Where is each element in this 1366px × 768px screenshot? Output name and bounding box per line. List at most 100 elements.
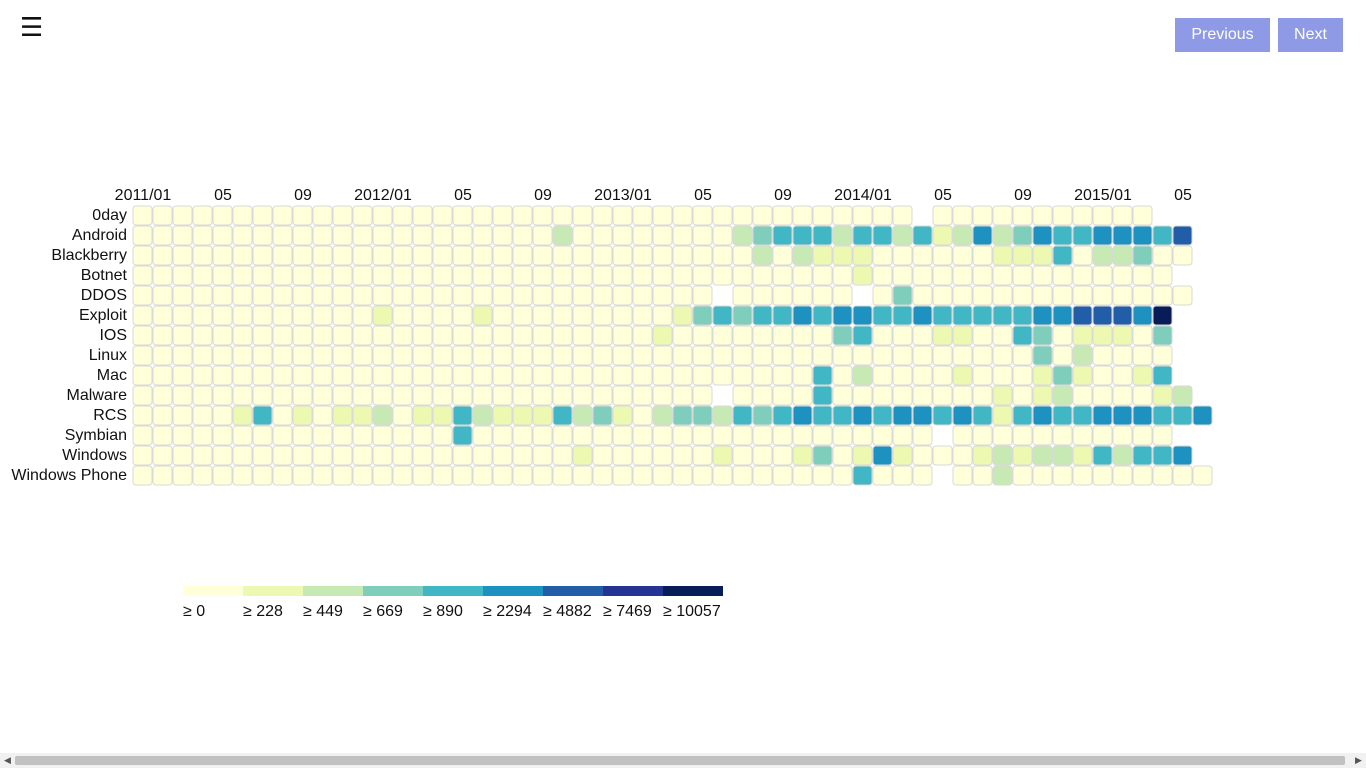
heatmap-cell (332, 205, 353, 226)
heatmap-cell (472, 465, 493, 486)
heatmap-cell (692, 345, 713, 366)
heatmap-cell (692, 445, 713, 466)
heatmap-cell (412, 465, 433, 486)
heatmap-cell (712, 465, 733, 486)
heatmap-cell (972, 345, 993, 366)
heatmap-cell (852, 225, 873, 246)
heatmap-cell (352, 205, 373, 226)
heatmap-cell (652, 405, 673, 426)
heatmap-cell (1072, 425, 1093, 446)
heatmap-cell (472, 385, 493, 406)
heatmap-cell (1032, 405, 1053, 426)
heatmap-cell (572, 445, 593, 466)
heatmap-cell (252, 285, 273, 306)
heatmap-cell (512, 245, 533, 266)
heatmap-cell (872, 445, 893, 466)
heatmap-cell (432, 385, 453, 406)
scroll-right-icon[interactable]: ▶ (1355, 755, 1362, 765)
heatmap-cell (152, 265, 173, 286)
heatmap-cell (952, 225, 973, 246)
heatmap-cell (232, 305, 253, 326)
heatmap-cell (512, 405, 533, 426)
heatmap-cell (352, 225, 373, 246)
heatmap-cell (392, 305, 413, 326)
heatmap-cell (312, 425, 333, 446)
heatmap-cell (1012, 345, 1033, 366)
heatmap-cell (952, 465, 973, 486)
heatmap-cell (932, 325, 953, 346)
heatmap-cell (672, 325, 693, 346)
heatmap-cell (872, 245, 893, 266)
heatmap-cell (1112, 405, 1133, 426)
heatmap-cell (392, 365, 413, 386)
heatmap-cell (632, 445, 653, 466)
next-button[interactable]: Next (1278, 18, 1343, 52)
heatmap-cell (1152, 425, 1173, 446)
legend-label: ≥ 10057 (663, 603, 721, 620)
heatmap-cell (1032, 205, 1053, 226)
heatmap-cell (952, 425, 973, 446)
heatmap-cell (492, 405, 513, 426)
heatmap-cell (552, 405, 573, 426)
heatmap-cell (812, 425, 833, 446)
row-label: 0day (92, 207, 127, 224)
heatmap-cell (432, 285, 453, 306)
heatmap-cell (1112, 425, 1133, 446)
heatmap-cell (1112, 445, 1133, 466)
heatmap-cell (1052, 425, 1073, 446)
heatmap-cell (692, 245, 713, 266)
heatmap-cell (732, 285, 753, 306)
heatmap-cell (232, 385, 253, 406)
heatmap-cell (912, 245, 933, 266)
heatmap-cell (1192, 405, 1213, 426)
row-label: IOS (99, 327, 127, 344)
horizontal-scrollbar[interactable]: ◀ ▶ (0, 753, 1366, 768)
heatmap-cell (712, 305, 733, 326)
previous-button[interactable]: Previous (1175, 18, 1270, 52)
heatmap-cell (1012, 405, 1033, 426)
legend-label: ≥ 4882 (543, 603, 592, 620)
heatmap-cell (572, 265, 593, 286)
heatmap-cell (472, 265, 493, 286)
heatmap-cell (532, 285, 553, 306)
heatmap-cell (352, 405, 373, 426)
heatmap-cell (172, 245, 193, 266)
heatmap-cell (452, 405, 473, 426)
heatmap-cell (972, 405, 993, 426)
heatmap-cell (992, 285, 1013, 306)
heatmap-cell (332, 325, 353, 346)
scroll-left-icon[interactable]: ◀ (4, 755, 11, 765)
heatmap-cell (492, 325, 513, 346)
heatmap-cell (132, 405, 153, 426)
heatmap-cell (1152, 365, 1173, 386)
heatmap-cell (812, 365, 833, 386)
heatmap-cell (1112, 285, 1133, 306)
heatmap-cell (1052, 225, 1073, 246)
heatmap-cell (792, 265, 813, 286)
heatmap-cell (472, 225, 493, 246)
heatmap-cell (1152, 325, 1173, 346)
heatmap-cell (1052, 405, 1073, 426)
heatmap-cell (392, 385, 413, 406)
heatmap-cell (1172, 445, 1193, 466)
heatmap-cell (592, 365, 613, 386)
heatmap-cell (152, 325, 173, 346)
heatmap-cell (212, 405, 233, 426)
heatmap-cell (912, 305, 933, 326)
heatmap-cell (532, 205, 553, 226)
heatmap-cell (692, 265, 713, 286)
heatmap-cell (492, 465, 513, 486)
scrollbar-thumb[interactable] (15, 756, 1345, 765)
heatmap-cell (612, 365, 633, 386)
heatmap-cell (752, 225, 773, 246)
heatmap-cell (632, 405, 653, 426)
heatmap-cell (172, 465, 193, 486)
heatmap-cell (952, 205, 973, 226)
heatmap-cell (172, 425, 193, 446)
heatmap-cell (452, 345, 473, 366)
heatmap-cell (392, 325, 413, 346)
heatmap-cell (452, 325, 473, 346)
heatmap-cell (1152, 225, 1173, 246)
hamburger-menu-button[interactable]: ☰ (20, 10, 43, 44)
heatmap-cell (992, 465, 1013, 486)
